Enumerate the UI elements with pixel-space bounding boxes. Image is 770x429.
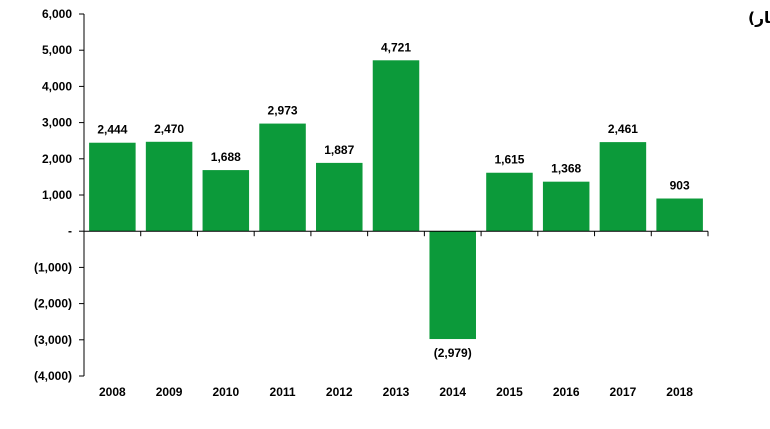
x-tick-label-2017: 2017 (610, 385, 637, 399)
bar-2009 (145, 141, 193, 232)
y-tick-label: 6,000 (42, 7, 72, 21)
x-tick-label-2012: 2012 (326, 385, 353, 399)
chart-title: صافي الاستثمار المباشر في خارج الكويت خل… (748, 9, 770, 28)
data-labels: 2,444 2,470 1,688 2,973 1,887 4,721 (2,979) 1,6… (97, 40, 690, 360)
x-axis-labels: 2008 2009 2010 2011 2012 2013 2014 2015 2016 2017… (83, 231, 709, 399)
data-label-2015: 1,615 (494, 153, 524, 167)
bar-2016 (542, 181, 590, 232)
x-tick-label-2014: 2014 (439, 385, 466, 399)
y-tick-label: (3,000) (34, 333, 72, 347)
bar-2015 (486, 172, 533, 232)
x-tick-label-2010: 2010 (212, 385, 239, 399)
x-tick-label-2008: 2008 (99, 385, 126, 399)
data-label-2012: 1,887 (324, 143, 354, 157)
x-tick-label-2009: 2009 (156, 385, 183, 399)
data-label-2011: 2,973 (268, 104, 298, 118)
y-tick-label: 1,000 (42, 188, 72, 202)
data-label-2014: (2,979) (434, 346, 472, 360)
y-tick-label: 4,000 (42, 79, 72, 93)
y-tick-label: 3,000 (42, 116, 72, 130)
x-tick-label-2016: 2016 (553, 385, 580, 399)
data-label-2008: 2,444 (97, 123, 127, 137)
bars (89, 60, 703, 340)
bar-2018 (656, 198, 703, 232)
data-label-2018: 903 (670, 179, 690, 193)
bar-2014 (429, 231, 476, 340)
x-tick-label-2018: 2018 (666, 385, 693, 399)
x-tick-label-2013: 2013 (383, 385, 410, 399)
y-tick-label: 5,000 (42, 43, 72, 57)
y-tick-label: 2,000 (42, 152, 72, 166)
x-tick-label-2015: 2015 (496, 385, 523, 399)
bar-2012 (316, 162, 363, 232)
data-label-2010: 1,688 (211, 150, 241, 164)
bar-2011 (259, 123, 306, 232)
bar-2017 (599, 142, 647, 232)
bar-2013 (372, 60, 420, 232)
x-tick-label-2011: 2011 (270, 385, 296, 399)
data-label-2017: 2,461 (608, 122, 638, 136)
bar-2010 (202, 170, 250, 232)
data-label-2009: 2,470 (154, 122, 184, 136)
y-tick-label: (2,000) (34, 297, 72, 311)
bar-2008 (89, 142, 136, 232)
y-tick-label: - (68, 224, 72, 238)
data-label-2016: 1,368 (551, 162, 581, 176)
y-axis-ticks: 6,000 5,000 4,000 3,000 2,000 1,000 - (1,000) (2… (34, 7, 84, 383)
data-label-2013: 4,721 (381, 40, 411, 54)
y-tick-label: (1,000) (34, 260, 72, 274)
y-tick-label: (4,000) (34, 369, 72, 383)
